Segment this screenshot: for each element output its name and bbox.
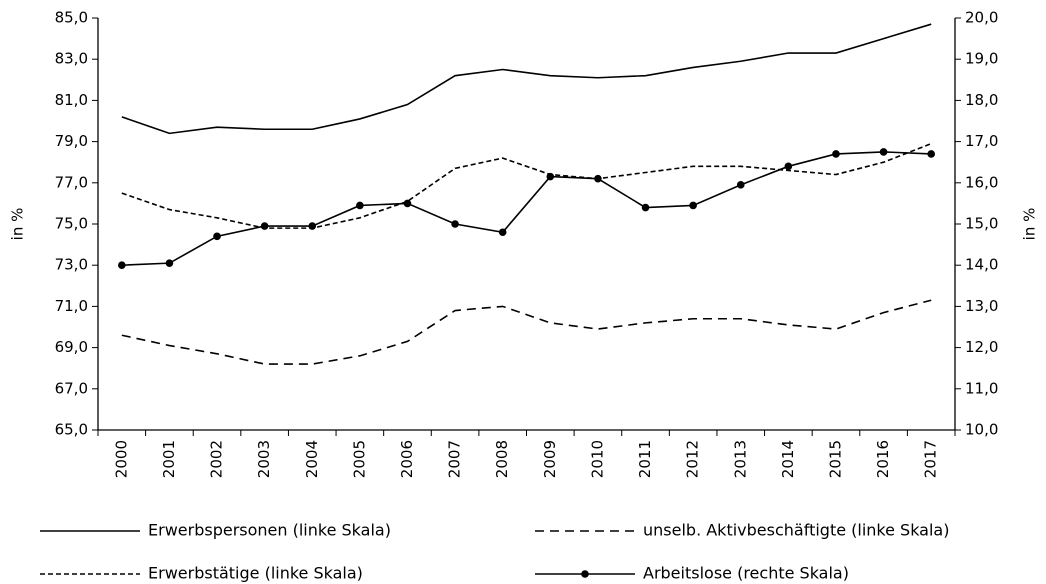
series-line	[121, 299, 932, 365]
series-marker	[308, 222, 317, 230]
series-marker	[356, 201, 364, 210]
x-tick-label: 2004	[303, 440, 321, 478]
x-tick-label: 2012	[684, 440, 702, 478]
series-marker	[879, 148, 888, 156]
series-marker	[736, 181, 745, 189]
series-marker	[213, 232, 221, 241]
legend-label: unselb. Aktivbeschäftigte (linke Skala)	[643, 521, 949, 540]
y-tick-label: 77,0	[55, 173, 88, 191]
y-tick-label: 85,0	[55, 9, 88, 27]
series-line	[121, 151, 932, 266]
y-axis-label: in %	[9, 208, 27, 241]
x-tick-label: 2011	[636, 440, 654, 478]
y2-tick-label: 16,0	[965, 173, 998, 191]
y-tick-label: 67,0	[55, 379, 88, 397]
x-tick-label: 2017	[922, 440, 940, 478]
series-marker	[832, 150, 840, 158]
y2-axis-label: in %	[1021, 208, 1039, 241]
series-marker	[165, 259, 174, 267]
x-tick-label: 2010	[588, 440, 606, 478]
x-tick-label: 2015	[826, 440, 844, 478]
series-marker	[118, 261, 126, 270]
series-marker	[403, 199, 412, 208]
y2-tick-label: 11,0	[965, 379, 998, 397]
y2-tick-label: 10,0	[965, 421, 998, 439]
x-tick-label: 2002	[208, 440, 226, 478]
x-tick-label: 2009	[541, 440, 559, 478]
legend-marker	[581, 570, 589, 578]
x-tick-label: 2005	[350, 440, 368, 478]
x-tick-label: 2016	[874, 440, 892, 478]
x-tick-label: 2013	[731, 440, 749, 478]
x-tick-label: 2008	[493, 440, 511, 478]
y2-tick-label: 19,0	[965, 50, 998, 68]
y2-tick-label: 17,0	[965, 132, 998, 150]
legend-label: Erwerbspersonen (linke Skala)	[148, 521, 391, 540]
series-marker	[594, 174, 602, 183]
series-marker	[784, 162, 793, 171]
y-tick-label: 79,0	[55, 132, 88, 150]
series-marker	[260, 222, 269, 230]
series-marker	[641, 203, 650, 212]
y2-tick-label: 14,0	[965, 256, 998, 274]
legend-label: Erwerbstätige (linke Skala)	[148, 564, 363, 583]
y-tick-label: 65,0	[55, 421, 88, 439]
y-tick-label: 69,0	[55, 338, 88, 356]
series-line	[121, 23, 932, 135]
x-tick-label: 2007	[446, 440, 464, 478]
y2-tick-label: 18,0	[965, 91, 998, 109]
x-tick-label: 2006	[398, 440, 416, 478]
y-tick-label: 73,0	[55, 256, 88, 274]
series-marker	[927, 150, 935, 158]
y-tick-label: 71,0	[55, 297, 88, 315]
y-tick-label: 75,0	[55, 215, 88, 233]
x-tick-label: 2000	[112, 440, 130, 478]
series-line	[121, 142, 932, 229]
y2-tick-label: 15,0	[965, 215, 998, 233]
x-tick-label: 2001	[160, 440, 178, 478]
y2-tick-label: 12,0	[965, 338, 998, 356]
series-marker	[546, 172, 555, 181]
x-tick-label: 2014	[779, 440, 797, 478]
series-marker	[451, 220, 459, 228]
legend-label: Arbeitslose (rechte Skala)	[643, 564, 849, 583]
y-tick-label: 81,0	[55, 91, 88, 109]
series-marker	[689, 201, 697, 210]
y2-tick-label: 13,0	[965, 297, 998, 315]
x-tick-label: 2003	[255, 440, 273, 478]
y-tick-label: 83,0	[55, 50, 88, 68]
y2-tick-label: 20,0	[965, 9, 998, 27]
series-marker	[498, 228, 507, 237]
